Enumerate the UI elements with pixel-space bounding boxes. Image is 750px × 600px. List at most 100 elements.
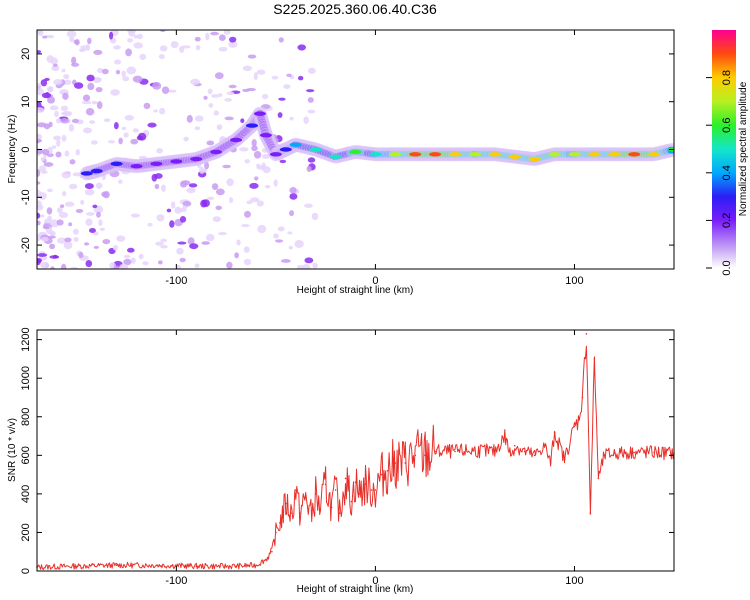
- ridge-point: [548, 152, 561, 157]
- noise-blob: [113, 265, 120, 269]
- noise-blob: [98, 219, 103, 227]
- noise-blob: [297, 75, 304, 81]
- noise-blob: [250, 197, 260, 203]
- noise-blob: [256, 163, 261, 168]
- noise-blob: [99, 227, 106, 231]
- noise-blob: [37, 212, 41, 219]
- ridge-point: [568, 152, 581, 157]
- noise-blob: [96, 211, 101, 218]
- noise-blob: [50, 57, 59, 65]
- noise-blob: [169, 220, 175, 228]
- noise-blob: [92, 77, 102, 82]
- noise-blob: [113, 45, 121, 50]
- noise-blob: [81, 100, 92, 105]
- noise-blob: [37, 30, 44, 37]
- snr-point: [613, 452, 616, 455]
- snr-point: [573, 425, 576, 428]
- noise-blob: [64, 150, 70, 157]
- ridge-point: [588, 152, 601, 157]
- noise-blob: [68, 123, 75, 132]
- noise-blob: [179, 216, 187, 223]
- noise-blob: [251, 145, 258, 152]
- ridge-point: [170, 159, 183, 164]
- noise-blob: [37, 189, 42, 198]
- snr-point: [434, 450, 436, 453]
- noise-blob: [84, 183, 94, 190]
- noise-blob: [125, 48, 132, 57]
- noise-blob: [211, 183, 219, 191]
- noise-blob: [175, 264, 181, 269]
- noise-blob: [243, 258, 252, 266]
- snr-point: [543, 444, 546, 447]
- noise-blob: [181, 180, 191, 186]
- noise-blob: [133, 42, 143, 49]
- ridge-point: [80, 171, 93, 176]
- noise-blob: [243, 210, 252, 218]
- spectrogram-x-tick-label: -100: [165, 275, 187, 287]
- noise-blob: [130, 257, 136, 264]
- noise-blob: [214, 72, 224, 80]
- noise-blob: [294, 239, 304, 248]
- snr-y-tick-label: 600: [20, 446, 32, 464]
- noise-blob: [194, 115, 204, 122]
- colorbar-tick-label: 0.8: [721, 70, 733, 85]
- colorbar-tick-label: 0.0: [721, 260, 733, 275]
- snr-point: [358, 493, 361, 495]
- ridge-point: [245, 123, 258, 128]
- noise-blob: [160, 30, 166, 33]
- noise-blob: [143, 102, 151, 110]
- noise-blob: [243, 246, 250, 253]
- snr-point: [394, 462, 397, 464]
- noise-blob: [42, 225, 50, 230]
- noise-blob: [53, 135, 61, 141]
- noise-blob: [90, 140, 98, 145]
- ridge-point: [230, 137, 243, 143]
- noise-blob: [240, 118, 245, 124]
- noise-blob: [307, 157, 316, 163]
- noise-blob: [72, 172, 82, 177]
- noise-blob: [85, 107, 95, 116]
- noise-blob: [37, 133, 43, 140]
- noise-blob: [69, 159, 76, 165]
- noise-blob: [118, 179, 123, 184]
- snr-point: [414, 454, 417, 457]
- noise-blob: [87, 82, 95, 91]
- noise-blob: [37, 169, 41, 177]
- ridge-point: [628, 152, 641, 157]
- snr-point: [494, 450, 496, 453]
- noise-blob: [85, 218, 93, 226]
- noise-blob: [186, 114, 193, 123]
- snr-frame: [36, 329, 675, 572]
- noise-blob: [289, 193, 298, 200]
- noise-blob: [264, 185, 271, 189]
- noise-blob: [40, 79, 48, 87]
- snr-y-tick-label: 400: [20, 485, 32, 503]
- noise-blob: [303, 116, 309, 125]
- noise-blob: [222, 164, 231, 169]
- noise-blob: [158, 54, 165, 60]
- noise-blob: [246, 200, 253, 205]
- colorbar-tick-label: 0.4: [721, 165, 733, 180]
- noise-blob: [207, 88, 213, 95]
- noise-blob: [71, 62, 80, 67]
- ridge-point: [259, 132, 272, 138]
- snr-point: [364, 483, 367, 486]
- colorbar-tick-label: 0.2: [721, 213, 733, 228]
- noise-blob: [78, 252, 84, 259]
- noise-blob: [60, 105, 69, 112]
- noise-blob: [37, 200, 43, 208]
- noise-blob: [147, 222, 153, 227]
- noise-blob: [273, 179, 278, 187]
- noise-blob: [121, 70, 126, 78]
- ridge-point: [468, 152, 481, 157]
- snr-point: [354, 481, 357, 484]
- snr-point: [155, 564, 158, 567]
- snr-point: [597, 477, 600, 480]
- noise-blob: [43, 162, 54, 167]
- noise-blob: [82, 127, 93, 134]
- noise-blob: [287, 231, 293, 235]
- snr-y-tick-label: 200: [20, 523, 32, 541]
- noise-blob: [223, 30, 231, 35]
- noise-blob: [307, 109, 316, 114]
